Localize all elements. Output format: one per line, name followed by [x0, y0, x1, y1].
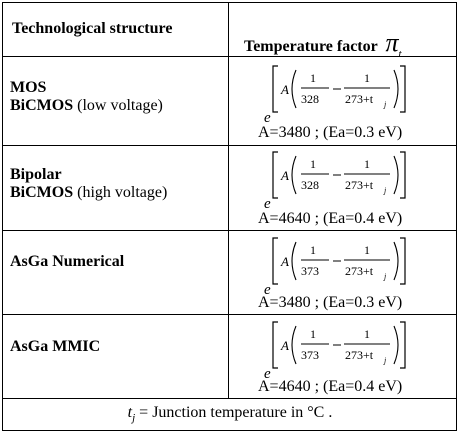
table-frame	[2, 2, 457, 431]
fraction2-denominator: 273+t	[345, 264, 374, 278]
right-square-bracket	[400, 151, 406, 199]
technology-cell: AsGa MMIC	[10, 338, 100, 356]
row-divider	[2, 145, 457, 146]
right-square-bracket	[400, 321, 406, 369]
left-parenthesis	[291, 325, 297, 365]
footnote-symbol: tj	[127, 404, 136, 425]
right-parenthesis	[393, 69, 399, 109]
left-square-bracket	[272, 237, 278, 285]
exponent-base-e: e	[264, 366, 271, 382]
constant-a: A	[280, 168, 289, 183]
fraction2-subscript: j	[383, 186, 387, 195]
footer-divider	[2, 398, 457, 399]
exponent-base-e: e	[264, 110, 271, 126]
right-parenthesis	[393, 325, 399, 365]
fraction2-subscript: j	[383, 272, 387, 281]
header-divider	[2, 56, 457, 57]
technology-name: AsGa MMIC	[10, 338, 101, 355]
technology-variant: BiCMOS (high voltage)	[10, 184, 168, 201]
header-technological-structure: Technological structure	[12, 20, 173, 37]
activation-energy-line: A=4640 ; (Ea=0.4 eV)	[258, 210, 403, 227]
right-parenthesis	[393, 155, 399, 195]
right-parenthesis	[393, 241, 399, 281]
fraction1-denominator: 328	[301, 92, 319, 106]
temperature-formula: eA 1 328 1 273+t j	[264, 65, 406, 126]
fraction2-denominator: 273+t	[345, 348, 374, 362]
header-temperature-factor: Temperature factor πt	[244, 28, 402, 60]
fraction2-numerator: 1	[364, 243, 370, 257]
exponent-base-e: e	[264, 196, 271, 212]
header-temperature-factor-label: Temperature factor	[244, 38, 378, 55]
technology-name: MOS	[10, 79, 47, 96]
technology-cell: MOS BiCMOS (low voltage)	[10, 79, 163, 115]
fraction1-denominator: 373	[301, 264, 319, 278]
temperature-formula: eA 1 373 1 273+t j	[264, 237, 406, 298]
column-divider	[228, 2, 229, 398]
activation-energy-line: A=3480 ; (Ea=0.3 eV)	[258, 124, 403, 141]
fraction2-numerator: 1	[364, 71, 370, 85]
footnote: tj = Junction temperature in °C .	[0, 404, 460, 424]
fraction2-denominator: 273+t	[345, 178, 374, 192]
technology-name: AsGa Numerical	[10, 253, 125, 270]
right-square-bracket	[400, 65, 406, 113]
temperature-formula: eA 1 328 1 273+t j	[264, 151, 406, 212]
footnote-text: = Junction temperature in °C .	[135, 404, 333, 421]
fraction1-denominator: 328	[301, 178, 319, 192]
fraction2-denominator: 273+t	[345, 92, 374, 106]
left-square-bracket	[272, 65, 278, 113]
header-pi-symbol: πt	[385, 28, 402, 61]
fraction1-numerator: 1	[310, 157, 316, 171]
fraction1-numerator: 1	[310, 71, 316, 85]
left-parenthesis	[291, 241, 297, 281]
activation-energy-line: A=3480 ; (Ea=0.3 eV)	[258, 294, 403, 311]
left-square-bracket	[272, 151, 278, 199]
fraction1-numerator: 1	[310, 243, 316, 257]
fraction2-subscript: j	[383, 100, 387, 109]
technology-variant: BiCMOS (low voltage)	[10, 97, 163, 114]
activation-energy-line: A=4640 ; (Ea=0.4 eV)	[258, 378, 403, 395]
fraction2-numerator: 1	[364, 327, 370, 341]
left-parenthesis	[291, 69, 297, 109]
row-divider	[2, 230, 457, 231]
fraction1-numerator: 1	[310, 327, 316, 341]
fraction2-numerator: 1	[364, 157, 370, 171]
technology-name: Bipolar	[10, 166, 62, 183]
exponent-base-e: e	[264, 282, 271, 298]
constant-a: A	[280, 82, 289, 97]
row-divider	[2, 314, 457, 315]
left-parenthesis	[291, 155, 297, 195]
constant-a: A	[280, 338, 289, 353]
constant-a: A	[280, 254, 289, 269]
temperature-formula: eA 1 373 1 273+t j	[264, 321, 406, 382]
technology-cell: AsGa Numerical	[10, 253, 124, 271]
right-square-bracket	[400, 237, 406, 285]
left-square-bracket	[272, 321, 278, 369]
fraction1-denominator: 373	[301, 348, 319, 362]
technology-cell: Bipolar BiCMOS (high voltage)	[10, 166, 167, 202]
fraction2-subscript: j	[383, 356, 387, 365]
